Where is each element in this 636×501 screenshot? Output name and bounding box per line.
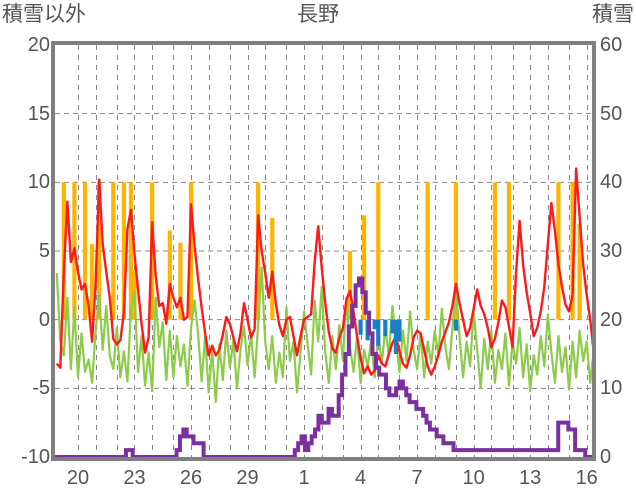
y-tick-right-5: 10 [600,377,623,400]
y-tick-right-0: 60 [600,34,623,56]
y-tick-left-0: 20 [27,34,50,56]
y-tick-left-5: -5 [32,377,50,400]
plot-area [51,41,596,461]
left-axis-title: 積雪以外 [2,3,86,26]
x-tick-2: 26 [179,467,203,489]
x-tick-0: 20 [66,467,90,489]
x-tick-4: 1 [298,467,310,489]
y-tick-right-4: 20 [600,308,623,331]
purple-snow-depth [55,276,592,457]
y-tick-right-1: 50 [600,102,623,125]
right-axis-title: 積雪 [592,3,634,26]
y-tick-right-2: 40 [600,171,623,194]
x-tick-1: 23 [123,467,146,489]
y-tick-left-3: 5 [38,240,50,262]
data-series [55,167,592,457]
y-tick-right-3: 30 [600,240,623,262]
x-tick-8: 13 [519,467,542,489]
x-tick-3: 29 [236,467,259,489]
y-tick-right-6: 0 [600,446,612,468]
page-title: 長野 [297,3,339,26]
red-line [55,167,592,376]
y-tick-left-1: 15 [27,102,50,125]
x-tick-6: 7 [411,467,423,489]
green-line [55,266,592,404]
x-tick-9: 16 [575,467,598,489]
y-tick-left-2: 10 [27,171,50,194]
x-tick-5: 4 [355,467,367,489]
y-tick-left-6: -10 [21,446,50,468]
x-tick-7: 10 [462,467,485,489]
y-tick-left-4: 0 [38,308,50,331]
